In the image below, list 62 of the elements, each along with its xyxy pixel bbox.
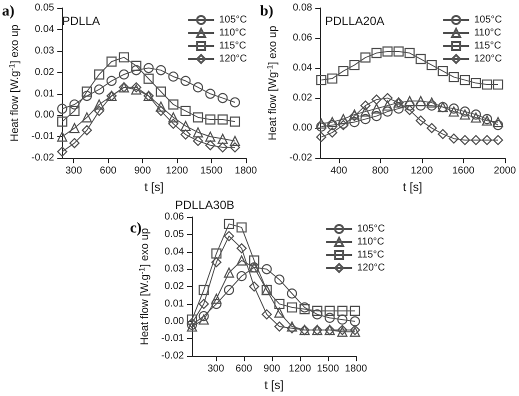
- text: PDLLA: [62, 14, 100, 28]
- legend-label: 120°C: [474, 54, 502, 64]
- x-axis-title: t [s]: [264, 378, 284, 392]
- y-tick-label: 0.01: [34, 88, 55, 100]
- y-tick-label: 0.02: [292, 92, 313, 104]
- x-tick-label: 600: [100, 166, 117, 177]
- legend-label: 105°C: [219, 14, 247, 26]
- x-tick-label: 1800: [344, 364, 368, 375]
- y-tick-label: 0.01: [164, 298, 184, 310]
- text: a): [2, 4, 14, 20]
- legend-label: 120°C: [219, 54, 247, 64]
- legend-label: 120°C: [357, 262, 385, 274]
- x-tick-label: 1500: [316, 364, 340, 375]
- x-tick-label: 1200: [166, 166, 189, 177]
- text: b): [260, 4, 274, 20]
- legend-label: 115°C: [357, 250, 384, 260]
- x-tick-label: 600: [236, 364, 253, 375]
- y-tick-label: -0.02: [161, 350, 184, 362]
- y-tick-label: 0.04: [34, 24, 55, 35]
- x-tick-label: 300: [65, 166, 82, 177]
- legend-label: 110°C: [474, 28, 502, 38]
- x-tick-label: 800: [372, 166, 390, 177]
- y-tick-label: 0.02: [34, 66, 55, 78]
- y-tick-label: -0.02: [31, 152, 55, 164]
- legend-label: 115°C: [474, 40, 502, 52]
- x-tick-label: 1600: [452, 166, 475, 177]
- y-tick-label: -0.01: [161, 333, 184, 344]
- x-tick-label: 2000: [494, 166, 516, 177]
- y-tick-label: 0.00: [292, 122, 313, 134]
- y-tick-label: 0.06: [292, 32, 313, 44]
- legend-label: 110°C: [219, 28, 246, 38]
- y-tick-label: 0.04: [292, 62, 313, 74]
- x-tick-label: 1500: [200, 166, 223, 177]
- x-tick-label: 900: [134, 166, 152, 177]
- y-tick-label: 0.02: [164, 281, 184, 292]
- y-axis-title: Heat flow [W.g-1] exo up: [8, 24, 21, 142]
- y-tick-label: 0.05: [34, 2, 55, 14]
- x-tick-label: 300: [207, 364, 225, 375]
- x-tick-label: 900: [264, 364, 281, 375]
- y-tick-label: 0.00: [34, 110, 55, 121]
- x-tick-label: 1200: [410, 166, 434, 177]
- text: PDLLA20A: [325, 14, 384, 28]
- legend-label: 115°C: [219, 40, 246, 52]
- x-tick-label: 400: [330, 166, 348, 177]
- chart-title: PDLLA30B: [175, 198, 234, 212]
- y-tick-label: -0.02: [289, 152, 313, 164]
- y-tick-label: 0.03: [34, 45, 55, 56]
- x-axis-title: t [s]: [144, 180, 164, 194]
- legend-label: 105°C: [474, 14, 502, 26]
- y-tick-label: 0.00: [164, 316, 184, 327]
- y-axis-title: Heat flow [Wg-1] exo up: [266, 26, 279, 140]
- y-tick-label: 0.03: [164, 264, 184, 275]
- x-tick-label: 1200: [288, 364, 312, 375]
- y-tick-label: -0.01: [31, 131, 55, 142]
- legend-label: 110°C: [357, 236, 384, 248]
- x-axis-title: t [s]: [402, 180, 422, 194]
- y-tick-label: 0.08: [292, 2, 313, 14]
- y-tick-label: 0.04: [164, 246, 184, 258]
- x-tick-label: 1800: [234, 166, 258, 177]
- legend-label: 105°C: [357, 224, 385, 234]
- y-tick-label: 0.05: [164, 228, 184, 240]
- y-tick-label: 0.06: [164, 212, 184, 222]
